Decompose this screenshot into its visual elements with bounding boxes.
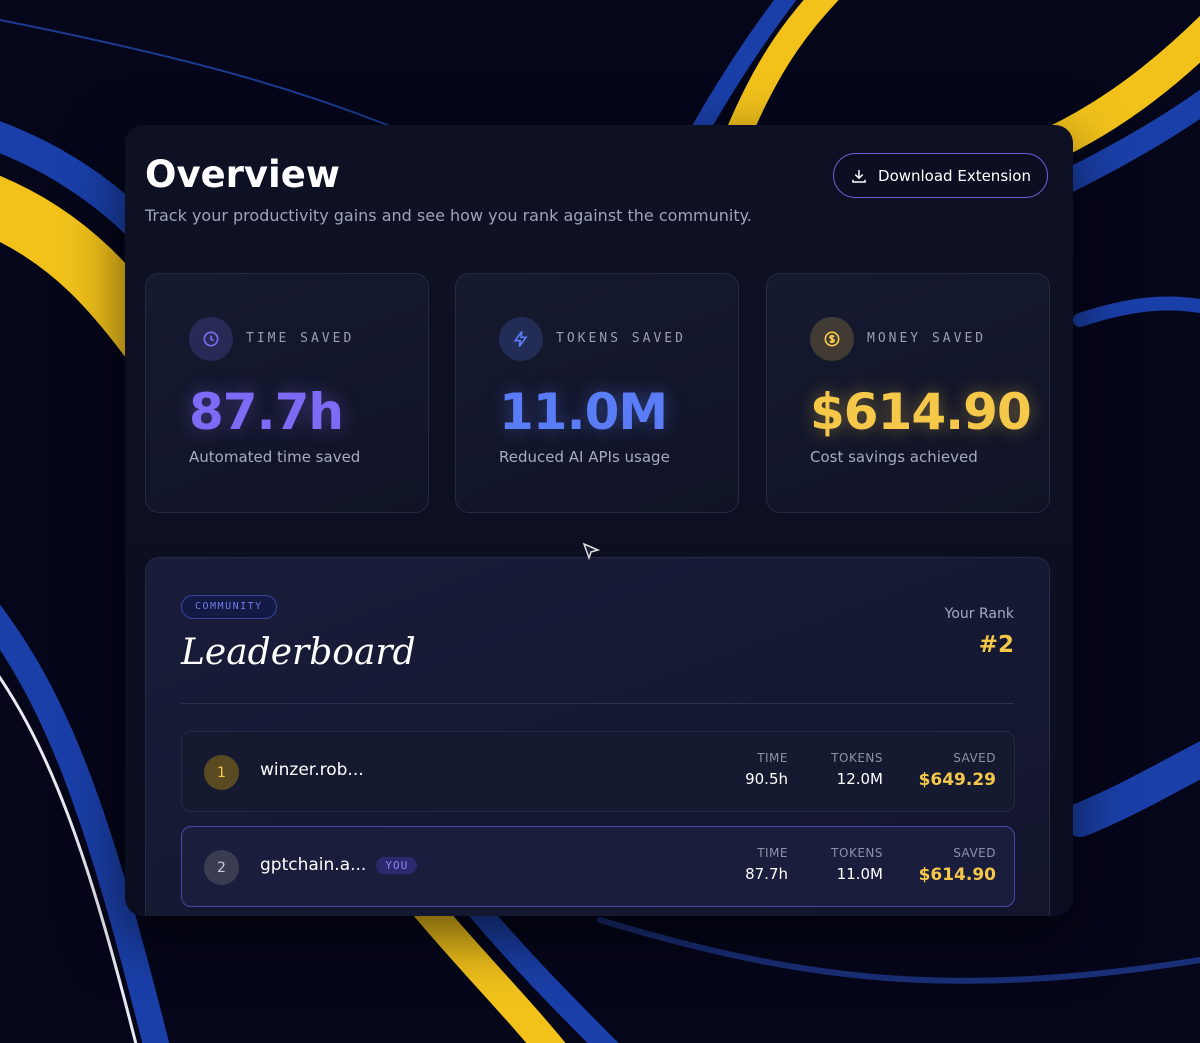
page-subtitle: Track your productivity gains and see ho… — [145, 206, 752, 225]
user-name: winzer.rob... — [260, 760, 364, 780]
rank-label: Your Rank — [944, 606, 1014, 622]
stat-card: TOKENS SAVED 11.0M Reduced AI APIs usage — [455, 273, 739, 513]
stat-label: TOKENS SAVED — [556, 331, 686, 346]
column-header: TOKENS — [831, 846, 883, 860]
you-badge: YOU — [376, 856, 418, 874]
stat-value: 87.7h — [189, 383, 344, 441]
stat-label: TIME SAVED — [246, 331, 355, 346]
leaderboard-row: 2 gptchain.a... YOU TIME 87.7h TOKENS 11.0M SAV… — [181, 826, 1015, 907]
overview-card: Overview Track your productivity gains a… — [125, 125, 1073, 916]
cursor — [582, 542, 601, 561]
column-value: 87.7h — [745, 865, 788, 883]
stat-value: 11.0M — [499, 383, 668, 441]
column-value: 12.0M — [836, 770, 883, 788]
rank-badge: 2 — [204, 850, 239, 885]
name-text: gptchain.a... — [260, 855, 367, 875]
column-header: SAVED — [953, 751, 996, 765]
stat-column: TIME 87.7h — [745, 846, 788, 883]
column-value: 11.0M — [836, 865, 883, 883]
column-value: $649.29 — [918, 770, 996, 790]
column-value: $614.90 — [918, 865, 996, 885]
download-icon — [852, 169, 866, 183]
stat-value: $614.90 — [810, 383, 1032, 441]
stat-caption: Automated time saved — [189, 448, 361, 466]
stat-column: TOKENS 11.0M — [831, 846, 883, 883]
stat-caption: Reduced AI APIs usage — [499, 448, 670, 466]
column-value: 90.5h — [745, 770, 788, 788]
stat-icon — [810, 317, 854, 361]
stat-column: SAVED $649.29 — [919, 751, 996, 790]
rank-value: #2 — [978, 632, 1014, 658]
page-title: Overview — [145, 153, 340, 196]
icon-glyph — [203, 331, 219, 347]
stat-caption: Cost savings achieved — [810, 448, 978, 466]
leaderboard-title: Leaderboard — [181, 632, 416, 673]
stat-column: TIME 90.5h — [745, 751, 788, 788]
button-label: Download Extension — [878, 166, 1031, 185]
leaderboard-panel: COMMUNITY Leaderboard Your Rank #2 1 winz… — [145, 542, 1050, 916]
stat-card: MONEY SAVED $614.90 Cost savings achieved — [766, 273, 1050, 513]
stat-icon — [189, 317, 233, 361]
rank-badge: 1 — [204, 755, 239, 790]
name-text: winzer.rob... — [260, 760, 364, 780]
divider — [181, 703, 1014, 704]
stat-column: SAVED $614.90 — [919, 846, 996, 885]
stat-column: TOKENS 12.0M — [831, 751, 883, 788]
column-header: TIME — [757, 846, 788, 860]
icon-glyph — [824, 331, 840, 347]
section-badge: COMMUNITY — [181, 595, 277, 619]
icon-glyph — [513, 331, 528, 347]
download-button[interactable]: Download Extension — [833, 153, 1048, 198]
leaderboard-row: 1 winzer.rob... TIME 90.5h TOKENS 12.0M SAVED $… — [181, 731, 1015, 812]
user-name: gptchain.a... YOU — [260, 855, 418, 875]
stat-icon — [499, 317, 543, 361]
column-header: TOKENS — [831, 751, 883, 765]
stat-label: MONEY SAVED — [867, 331, 987, 346]
column-header: TIME — [757, 751, 788, 765]
stat-card: TIME SAVED 87.7h Automated time saved — [145, 273, 429, 513]
column-header: SAVED — [953, 846, 996, 860]
